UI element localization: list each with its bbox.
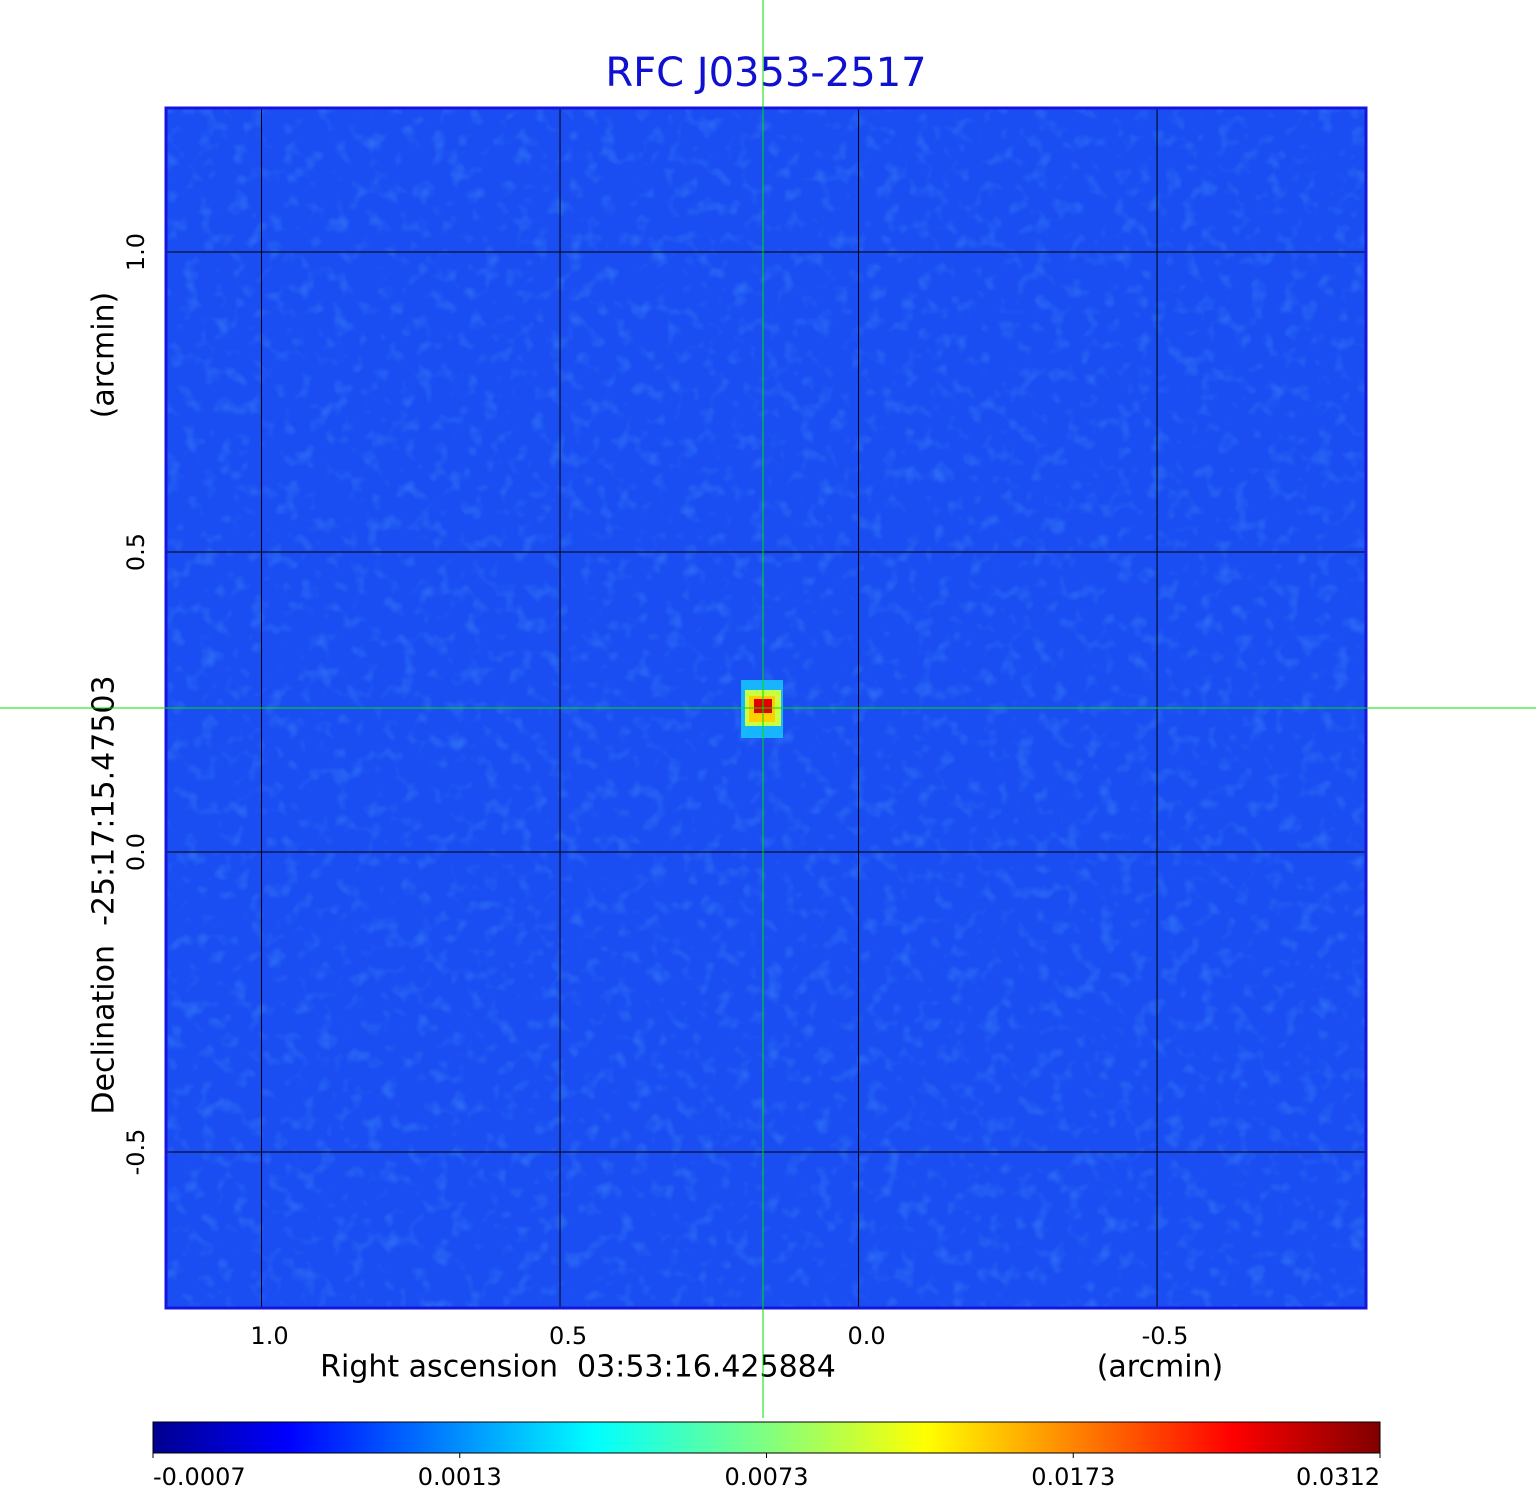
x-tick-label: 1.0 <box>250 1322 288 1350</box>
colorbar <box>152 1421 1381 1454</box>
y-tick-label: 0.5 <box>122 533 150 571</box>
y-axis-label: Declination -25:17:15.47503 <box>87 675 122 1114</box>
y-axis-unit: (arcmin) <box>87 292 122 419</box>
overlay <box>0 0 1536 1418</box>
chart-title: RFC J0353-2517 <box>605 50 926 96</box>
x-tick-label: 0.0 <box>847 1322 885 1350</box>
colorbar-tick-label: 0.0073 <box>725 1463 809 1491</box>
y-tick-label: 0.0 <box>122 833 150 871</box>
y-tick-label: -0.5 <box>122 1129 150 1176</box>
y-tick-label: 1.0 <box>122 233 150 271</box>
colorbar-tick-label: 0.0173 <box>1031 1463 1115 1491</box>
colorbar-tick-label: 0.0312 <box>1296 1463 1380 1491</box>
x-tick-label: 0.5 <box>549 1322 587 1350</box>
x-tick-label: -0.5 <box>1142 1322 1189 1350</box>
source <box>741 680 784 738</box>
colorbar-tick-label: -0.0007 <box>153 1463 246 1491</box>
colorbar-tick-label: 0.0013 <box>418 1463 502 1491</box>
x-axis-label: Right ascension 03:53:16.425884 <box>320 1350 836 1385</box>
x-axis-unit: (arcmin) <box>1097 1350 1224 1385</box>
